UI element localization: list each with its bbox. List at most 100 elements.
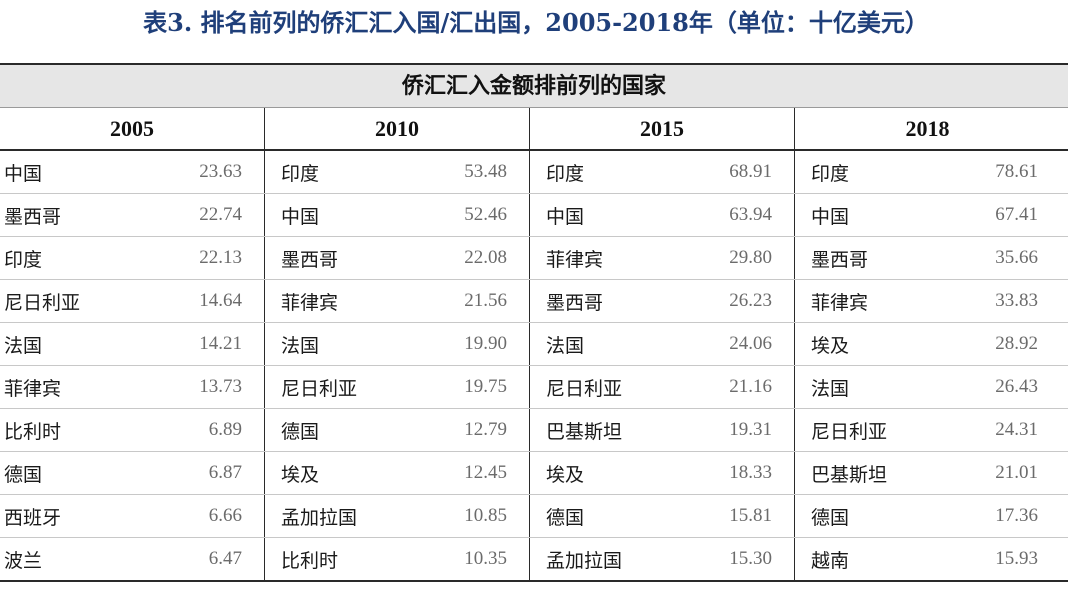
remittance-value: 26.43 bbox=[995, 376, 1038, 397]
table-cell: 印度 22.13 bbox=[0, 237, 265, 279]
remittance-value: 68.91 bbox=[729, 161, 772, 182]
remittance-value: 21.01 bbox=[995, 462, 1038, 483]
country-name: 巴基斯坦 bbox=[811, 463, 888, 486]
table-cell: 孟加拉国 15.30 bbox=[530, 538, 795, 580]
remittance-value: 12.79 bbox=[464, 419, 507, 440]
table-cell: 巴基斯坦 21.01 bbox=[795, 452, 1060, 494]
remittance-value: 78.61 bbox=[995, 161, 1038, 182]
table-title: 表3. 排名前列的侨汇汇入国/汇出国，2005-2018年（单位：十亿美元） bbox=[143, 8, 929, 37]
table-cell: 中国 52.46 bbox=[265, 194, 530, 236]
country-name: 越南 bbox=[811, 549, 850, 572]
table-cell: 法国 24.06 bbox=[530, 323, 795, 365]
table-cell: 尼日利亚 21.16 bbox=[530, 366, 795, 408]
remittance-value: 19.90 bbox=[464, 333, 507, 354]
country-name: 埃及 bbox=[811, 334, 850, 357]
table-cell: 法国 14.21 bbox=[0, 323, 265, 365]
country-name: 德国 bbox=[546, 506, 585, 529]
country-name: 巴基斯坦 bbox=[546, 420, 623, 443]
table-cell: 印度 68.91 bbox=[530, 151, 795, 193]
table-cell: 墨西哥 22.74 bbox=[0, 194, 265, 236]
remittance-value: 14.21 bbox=[199, 333, 242, 354]
remittance-value: 52.46 bbox=[464, 204, 507, 225]
remittance-value: 29.80 bbox=[729, 247, 772, 268]
table-cell: 墨西哥 26.23 bbox=[530, 280, 795, 322]
country-name: 墨西哥 bbox=[281, 248, 339, 271]
year-header: 2005 bbox=[0, 108, 265, 149]
country-name: 法国 bbox=[811, 377, 850, 400]
country-name: 尼日利亚 bbox=[546, 377, 623, 400]
remittance-value: 6.89 bbox=[208, 419, 242, 440]
country-name: 尼日利亚 bbox=[281, 377, 358, 400]
remittance-value: 14.64 bbox=[199, 290, 242, 311]
country-name: 菲律宾 bbox=[546, 248, 604, 271]
remittance-value: 21.56 bbox=[464, 290, 507, 311]
table-row: 波兰 6.47 比利时 10.35 孟加拉国 15.30 越南 15.93 bbox=[0, 538, 1068, 580]
country-name: 法国 bbox=[546, 334, 585, 357]
remittance-value: 15.30 bbox=[729, 548, 772, 569]
table-cell: 法国 26.43 bbox=[795, 366, 1060, 408]
country-name: 印度 bbox=[4, 248, 43, 271]
year-header: 2018 bbox=[905, 116, 950, 141]
table-row: 中国 23.63 印度 53.48 印度 68.91 印度 78.61 bbox=[0, 151, 1068, 194]
country-name: 中国 bbox=[4, 162, 43, 185]
table-row: 尼日利亚 14.64 菲律宾 21.56 墨西哥 26.23 菲律宾 33.83 bbox=[0, 280, 1068, 323]
table-cell: 德国 6.87 bbox=[0, 452, 265, 494]
remittance-value: 6.87 bbox=[208, 462, 242, 483]
table-cell: 比利时 10.35 bbox=[265, 538, 530, 580]
country-name: 波兰 bbox=[4, 549, 43, 572]
remittance-value: 26.23 bbox=[729, 290, 772, 311]
table-cell: 中国 67.41 bbox=[795, 194, 1060, 236]
remittance-value: 24.31 bbox=[995, 419, 1038, 440]
country-name: 德国 bbox=[281, 420, 320, 443]
remittance-value: 19.31 bbox=[729, 419, 772, 440]
table-cell: 孟加拉国 10.85 bbox=[265, 495, 530, 537]
table-cell: 菲律宾 13.73 bbox=[0, 366, 265, 408]
table-row: 比利时 6.89 德国 12.79 巴基斯坦 19.31 尼日利亚 24.31 bbox=[0, 409, 1068, 452]
remittance-value: 21.16 bbox=[729, 376, 772, 397]
country-name: 菲律宾 bbox=[281, 291, 339, 314]
remittance-value: 15.93 bbox=[995, 548, 1038, 569]
remittance-value: 22.74 bbox=[199, 204, 242, 225]
remittance-value: 6.66 bbox=[208, 505, 242, 526]
table-cell: 德国 12.79 bbox=[265, 409, 530, 451]
table-banner: 侨汇汇入金额排前列的国家 bbox=[0, 65, 1068, 108]
table-row: 法国 14.21 法国 19.90 法国 24.06 埃及 28.92 bbox=[0, 323, 1068, 366]
remittance-table: 侨汇汇入金额排前列的国家 2005 2010 2015 2018 中国 23.63… bbox=[0, 63, 1068, 582]
country-name: 菲律宾 bbox=[811, 291, 869, 314]
year-header-row: 2005 2010 2015 2018 bbox=[0, 108, 1068, 151]
table-cell: 菲律宾 29.80 bbox=[530, 237, 795, 279]
country-name: 比利时 bbox=[281, 549, 339, 572]
country-name: 中国 bbox=[811, 205, 850, 228]
country-name: 印度 bbox=[281, 162, 320, 185]
table-cell: 菲律宾 33.83 bbox=[795, 280, 1060, 322]
country-name: 菲律宾 bbox=[4, 377, 62, 400]
table-cell: 德国 15.81 bbox=[530, 495, 795, 537]
table-cell: 巴基斯坦 19.31 bbox=[530, 409, 795, 451]
table-cell: 菲律宾 21.56 bbox=[265, 280, 530, 322]
country-name: 尼日利亚 bbox=[811, 420, 888, 443]
remittance-value: 10.85 bbox=[464, 505, 507, 526]
country-name: 中国 bbox=[281, 205, 320, 228]
table-cell: 墨西哥 22.08 bbox=[265, 237, 530, 279]
remittance-value: 23.63 bbox=[199, 161, 242, 182]
table-cell: 埃及 28.92 bbox=[795, 323, 1060, 365]
country-name: 中国 bbox=[546, 205, 585, 228]
table-cell: 波兰 6.47 bbox=[0, 538, 265, 580]
remittance-value: 35.66 bbox=[995, 247, 1038, 268]
table-cell: 越南 15.93 bbox=[795, 538, 1060, 580]
remittance-value: 53.48 bbox=[464, 161, 507, 182]
country-name: 印度 bbox=[546, 162, 585, 185]
remittance-value: 19.75 bbox=[464, 376, 507, 397]
country-name: 法国 bbox=[4, 334, 43, 357]
remittance-value: 28.92 bbox=[995, 333, 1038, 354]
table-row: 墨西哥 22.74 中国 52.46 中国 63.94 中国 67.41 bbox=[0, 194, 1068, 237]
table-cell: 埃及 12.45 bbox=[265, 452, 530, 494]
table-row: 德国 6.87 埃及 12.45 埃及 18.33 巴基斯坦 21.01 bbox=[0, 452, 1068, 495]
country-name: 印度 bbox=[811, 162, 850, 185]
country-name: 埃及 bbox=[281, 463, 320, 486]
remittance-value: 10.35 bbox=[464, 548, 507, 569]
table-cell: 法国 19.90 bbox=[265, 323, 530, 365]
remittance-value: 18.33 bbox=[729, 462, 772, 483]
year-header: 2010 bbox=[265, 108, 530, 149]
table-cell: 西班牙 6.66 bbox=[0, 495, 265, 537]
